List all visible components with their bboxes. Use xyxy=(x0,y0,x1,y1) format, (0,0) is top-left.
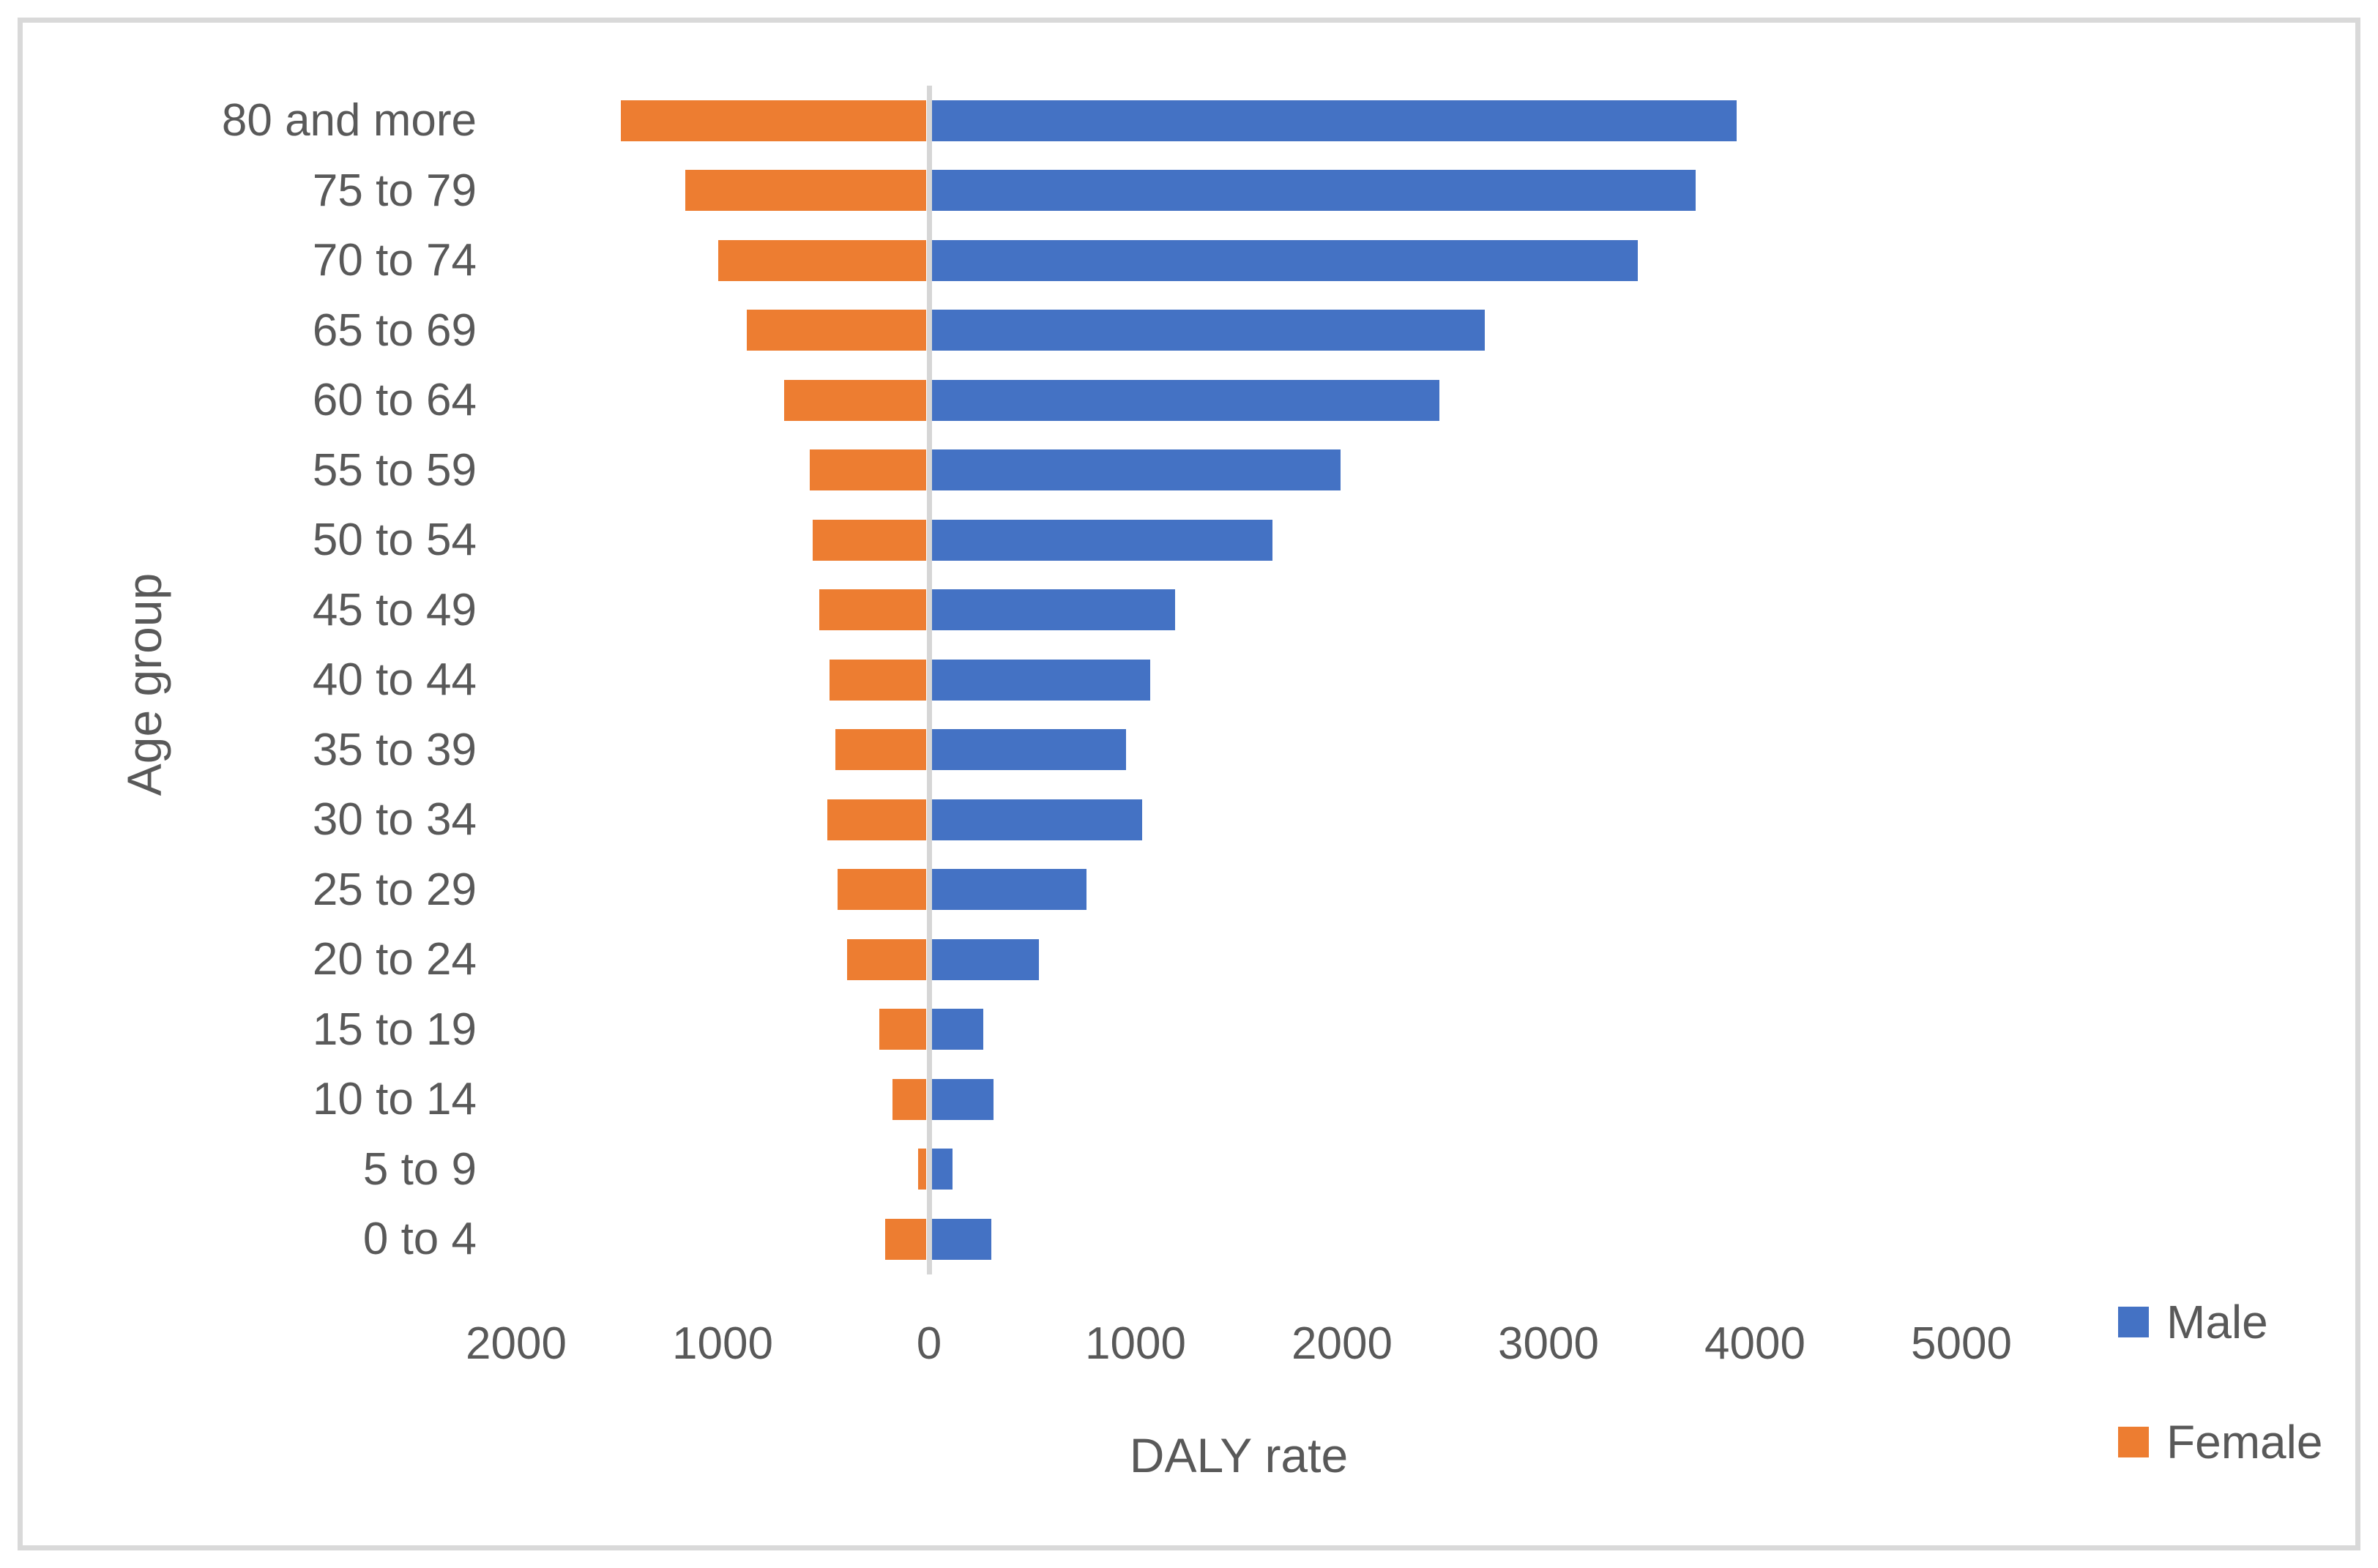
bar-female xyxy=(783,379,927,421)
x-tick-label: 1000 xyxy=(672,1318,773,1369)
x-tick-label: 3000 xyxy=(1498,1318,1599,1369)
x-axis-title: DALY rate xyxy=(1129,1428,1349,1482)
bar-male xyxy=(931,379,1440,421)
x-tick-label: 2000 xyxy=(466,1318,567,1369)
x-tick-label: 1000 xyxy=(1085,1318,1186,1369)
bar-female xyxy=(819,589,927,631)
bar-male xyxy=(931,1149,953,1190)
bar-female xyxy=(827,799,927,840)
y-category-label: 5 to 9 xyxy=(362,1143,477,1195)
bar-female xyxy=(838,869,927,911)
y-category-label: 30 to 34 xyxy=(312,794,477,845)
y-category-label: 50 to 54 xyxy=(312,515,477,566)
bar-male xyxy=(931,310,1486,351)
bar-male xyxy=(931,100,1737,141)
y-category-label: 45 to 49 xyxy=(312,584,477,635)
bar-male xyxy=(931,1218,992,1260)
bar-female xyxy=(879,1009,927,1050)
x-tick-label: 5000 xyxy=(1911,1318,2012,1369)
bar-female xyxy=(685,170,927,212)
y-category-label: 15 to 19 xyxy=(312,1004,477,1055)
bar-female xyxy=(892,1078,927,1120)
bar-male xyxy=(931,1078,994,1120)
y-category-label: 70 to 74 xyxy=(312,235,477,286)
legend-label: Male xyxy=(2166,1296,2268,1348)
bar-male xyxy=(931,938,1040,980)
y-category-label: 80 and more xyxy=(221,95,477,146)
y-category-label: 65 to 69 xyxy=(312,305,477,356)
bar-male xyxy=(931,170,1696,212)
legend-item-male: Male xyxy=(2118,1287,2268,1357)
bar-female xyxy=(810,449,927,491)
y-category-label: 10 to 14 xyxy=(312,1074,477,1125)
y-category-label: 60 to 64 xyxy=(312,375,477,426)
zero-axis-line xyxy=(926,86,932,1274)
bar-female xyxy=(918,1149,927,1190)
legend-item-female: Female xyxy=(2118,1407,2322,1477)
y-category-label: 0 to 4 xyxy=(362,1214,477,1265)
bar-male xyxy=(931,449,1341,491)
x-tick-label: 2000 xyxy=(1292,1318,1393,1369)
legend-marker-male xyxy=(2118,1307,2149,1337)
bar-male xyxy=(931,589,1176,631)
bar-male xyxy=(931,1009,983,1050)
bar-female xyxy=(621,100,927,141)
bar-female xyxy=(846,938,927,980)
x-tick-label: 0 xyxy=(916,1318,942,1369)
y-category-label: 40 to 44 xyxy=(312,654,477,706)
y-category-label: 75 to 79 xyxy=(312,165,477,216)
y-category-label: 35 to 39 xyxy=(312,724,477,775)
bar-female xyxy=(829,659,927,701)
bar-female xyxy=(718,239,927,281)
legend-label: Female xyxy=(2166,1416,2323,1468)
bar-male xyxy=(931,519,1272,561)
legend-marker-female xyxy=(2118,1427,2149,1457)
bar-female xyxy=(813,519,927,561)
y-category-label: 20 to 24 xyxy=(312,934,477,985)
bar-female xyxy=(747,310,927,351)
bar-female xyxy=(885,1218,927,1260)
bar-male xyxy=(931,799,1143,840)
bar-male xyxy=(931,729,1126,771)
y-category-label: 25 to 29 xyxy=(312,864,477,915)
y-category-label: 55 to 59 xyxy=(312,444,477,496)
bar-female xyxy=(835,729,927,771)
bar-male xyxy=(931,239,1638,281)
x-tick-label: 4000 xyxy=(1704,1318,1805,1369)
bar-male xyxy=(931,869,1086,911)
bar-male xyxy=(931,659,1151,701)
